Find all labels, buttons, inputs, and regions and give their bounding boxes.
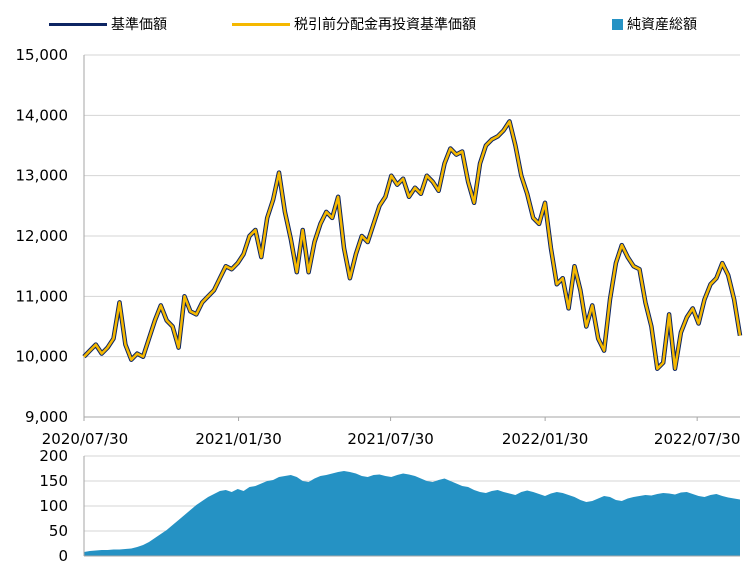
- legend-item-net-assets: 純資産総額: [612, 14, 697, 34]
- series-area-net-assets: [84, 471, 740, 556]
- series-line-nav: [82, 119, 743, 371]
- legend-item-nav-reinvested: 税引前分配金再投資基準価額: [232, 14, 476, 34]
- y-tick-label: 15,000: [16, 46, 69, 64]
- area-y-tick-label: 200: [39, 447, 68, 465]
- x-tick-label: 2021/01/30: [195, 430, 281, 448]
- area-y-tick-label: 50: [49, 522, 68, 540]
- legend-swatch-nav: [49, 22, 107, 26]
- x-tick-label: 2020/07/30: [42, 430, 128, 448]
- y-tick-label: 13,000: [16, 167, 69, 185]
- y-tick-label: 9,000: [25, 408, 68, 426]
- y-tick-label: 11,000: [16, 287, 69, 305]
- y-tick-label: 10,000: [16, 348, 69, 366]
- chart-legend: 基準価額 税引前分配金再投資基準価額 純資産総額: [0, 14, 745, 34]
- area-y-tick-label: 0: [58, 547, 68, 564]
- area-y-tick-label: 150: [39, 472, 68, 490]
- legend-item-nav: 基準価額: [49, 14, 167, 34]
- area-y-tick-label: 100: [39, 497, 68, 515]
- y-tick-label: 12,000: [16, 227, 69, 245]
- legend-swatch-nav-reinvested: [232, 22, 290, 26]
- x-tick-label: 2021/07/30: [347, 430, 433, 448]
- series-line-nav-reinvested: [83, 120, 742, 370]
- x-tick-label: 2022/07/30: [654, 430, 740, 448]
- legend-swatch-net-assets: [612, 18, 623, 30]
- y-tick-label: 14,000: [16, 106, 69, 124]
- legend-label-nav-reinvested: 税引前分配金再投資基準価額: [294, 17, 476, 33]
- legend-label-net-assets: 純資産総額: [627, 17, 697, 33]
- legend-label-nav: 基準価額: [111, 17, 167, 33]
- x-tick-label: 2022/01/30: [502, 430, 588, 448]
